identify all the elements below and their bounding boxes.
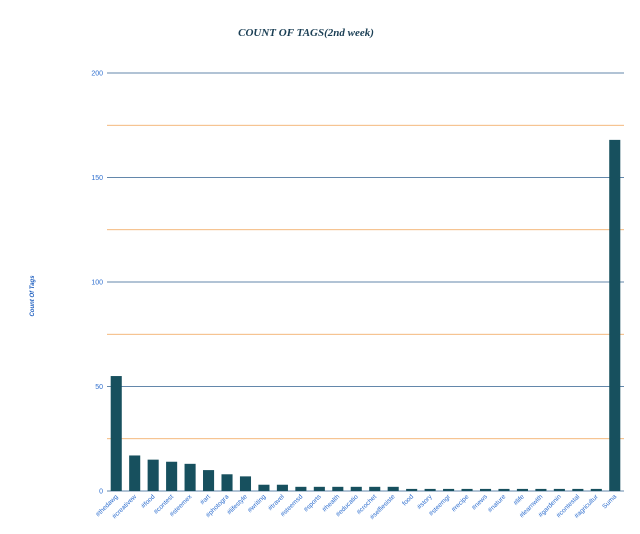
y-axis-ticks: 0 50 100 150 200 xyxy=(91,71,103,496)
y-tick-label: 100 xyxy=(91,280,103,287)
x-tick-label: #writing xyxy=(247,493,268,514)
y-axis-label: Count Of Tags xyxy=(30,275,36,317)
x-tick-label: food xyxy=(401,493,415,507)
y-tick-label: 50 xyxy=(95,384,103,391)
bar xyxy=(184,463,196,491)
bar xyxy=(258,484,270,491)
x-tick-label: #recipe xyxy=(450,493,470,513)
bar xyxy=(276,484,288,491)
bar xyxy=(479,488,492,491)
bar xyxy=(461,488,473,491)
x-tick-label: #lifestyle xyxy=(226,493,249,516)
bar xyxy=(166,461,178,491)
bar xyxy=(590,488,602,491)
bar xyxy=(443,488,455,491)
bar xyxy=(572,488,584,491)
bar xyxy=(110,376,122,491)
bar xyxy=(332,486,344,491)
x-tick-label: #life xyxy=(512,493,526,507)
x-tick-label: #art xyxy=(199,493,212,506)
x-tick-label: #food xyxy=(140,493,157,510)
y-tick-label: 150 xyxy=(91,175,103,182)
bar xyxy=(203,470,215,491)
bar xyxy=(535,488,547,491)
bar xyxy=(387,486,399,491)
bar xyxy=(221,474,233,491)
x-tick-label: #sports xyxy=(303,493,324,514)
bar xyxy=(295,486,307,491)
x-tick-label: #nature xyxy=(487,493,508,514)
bar xyxy=(239,476,252,491)
bar xyxy=(406,488,418,491)
chart-title: COUNT OF TAGS(2nd week) xyxy=(238,27,374,39)
y-tick-label: 200 xyxy=(91,71,103,78)
bar xyxy=(498,488,510,491)
bar xyxy=(313,486,325,491)
y-tick-label: 0 xyxy=(99,489,103,496)
bar xyxy=(424,488,436,491)
bar xyxy=(369,486,381,491)
bar xyxy=(129,455,141,491)
x-tick-label: Suma xyxy=(601,493,618,510)
bars xyxy=(110,139,621,491)
bar xyxy=(516,488,528,491)
bar xyxy=(147,459,159,491)
gridlines xyxy=(107,72,624,492)
bar xyxy=(350,486,362,491)
x-axis-ticks: #thedawg#creativew #food#contest#steemex #… xyxy=(95,493,619,521)
bar xyxy=(609,139,621,491)
bar xyxy=(553,488,565,491)
